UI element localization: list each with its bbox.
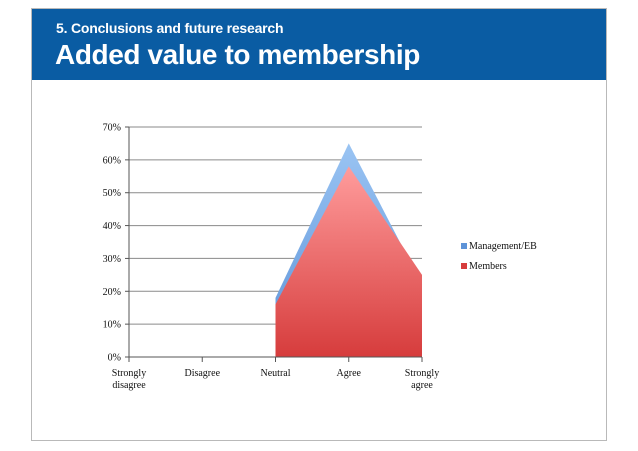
y-tick-label: 60% bbox=[103, 155, 121, 166]
slide-header: 5. Conclusions and future research Added… bbox=[32, 9, 606, 80]
legend-label: Management/EB bbox=[469, 241, 537, 252]
x-tick-label: Agree bbox=[337, 368, 362, 379]
section-subtitle: 5. Conclusions and future research bbox=[56, 20, 284, 36]
x-tick-label: Strongly disagree bbox=[112, 368, 146, 391]
y-tick-label: 40% bbox=[103, 221, 121, 232]
y-tick-label: 10% bbox=[103, 320, 121, 331]
y-tick-label: 50% bbox=[103, 188, 121, 199]
y-tick-label: 70% bbox=[103, 123, 121, 134]
slide-title: Added value to membership bbox=[55, 39, 420, 70]
y-tick-label: 20% bbox=[103, 287, 121, 298]
legend-swatch bbox=[461, 243, 467, 249]
legend-swatch bbox=[461, 263, 467, 269]
x-tick-label: Strongly agree bbox=[405, 368, 439, 391]
legend-label: Members bbox=[469, 261, 507, 272]
series-area-members bbox=[275, 166, 422, 357]
x-tick-label: Neutral bbox=[261, 368, 291, 379]
x-tick-label: Disagree bbox=[184, 368, 220, 379]
y-tick-label: 0% bbox=[108, 353, 121, 364]
slide-frame: 5. Conclusions and future research Added… bbox=[31, 8, 607, 441]
y-tick-label: 30% bbox=[103, 254, 121, 265]
